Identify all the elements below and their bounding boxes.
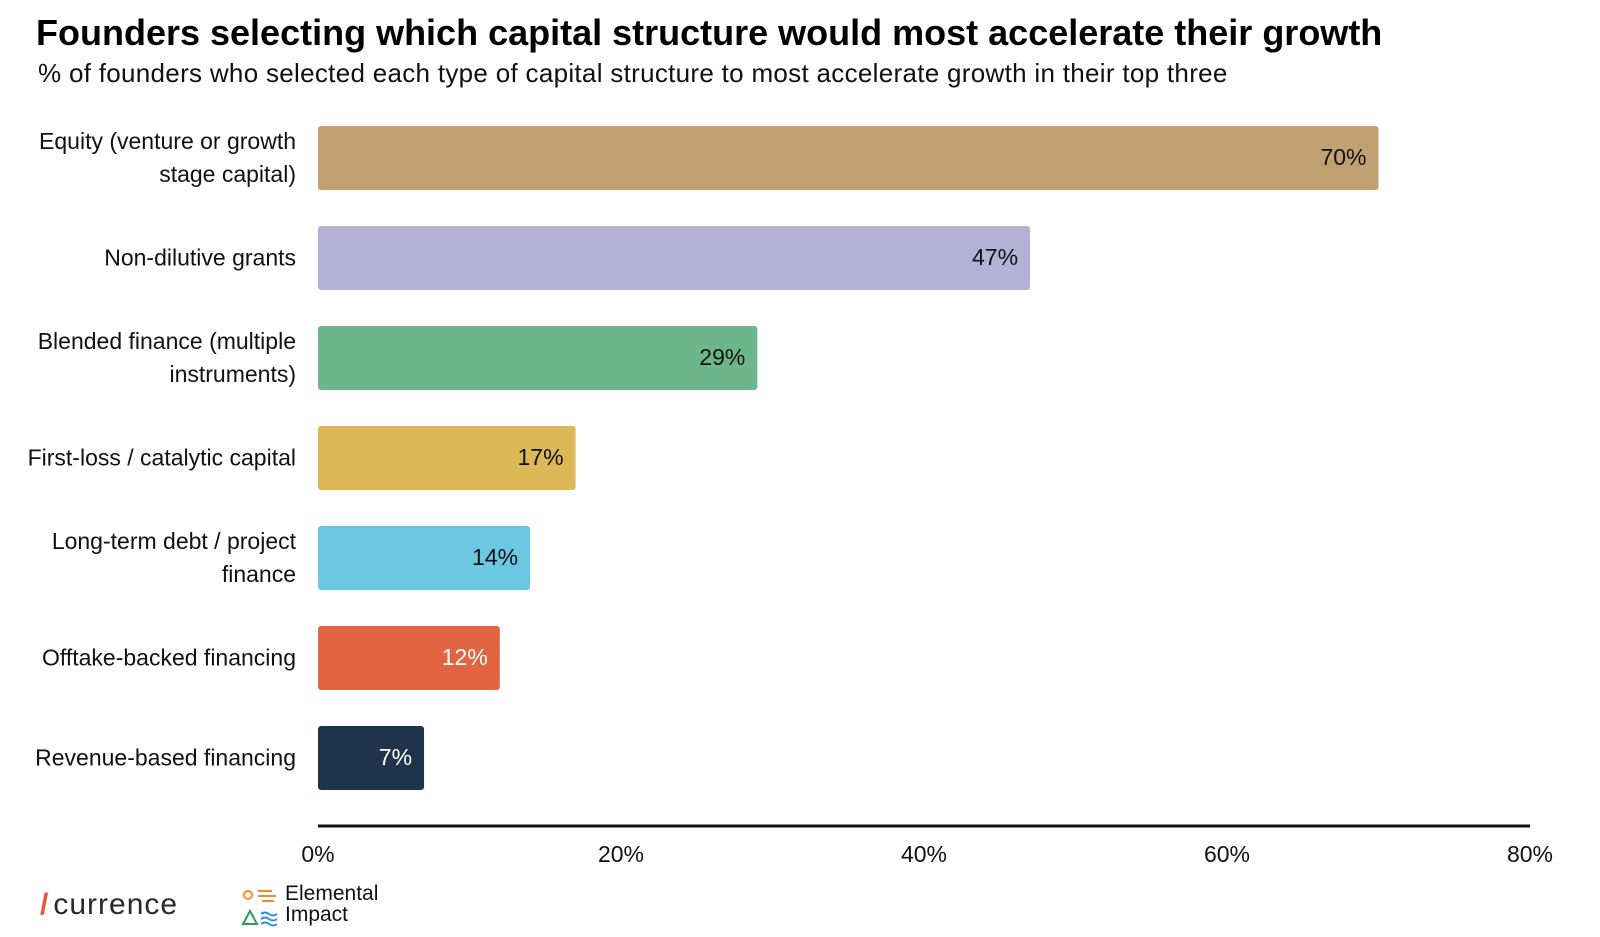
logo-currence: / currence [40, 888, 179, 921]
x-tick-label: 20% [598, 841, 644, 867]
logo-text: currence [53, 888, 179, 921]
value-label: 12% [442, 644, 488, 670]
category-label: Non-dilutive grants [104, 244, 296, 271]
category-label: Long-term debt / project finance [51, 528, 296, 587]
category-label: Offtake-backed financing [41, 644, 296, 671]
category-label: Revenue-based financing [35, 744, 296, 771]
x-tick-label: 0% [301, 841, 334, 867]
logo-icon [241, 890, 278, 927]
bar [318, 226, 1031, 290]
category-label: Blended finance (multiple instruments) [37, 328, 296, 387]
value-label: 70% [1320, 144, 1366, 170]
value-label: 14% [472, 544, 518, 570]
category-label: Equity (venture or growth stage capital) [39, 128, 296, 187]
chart-title: Founders selecting which capital structu… [36, 12, 1383, 53]
bar [318, 626, 500, 690]
x-tick-label: 60% [1204, 841, 1250, 867]
value-label: 17% [518, 444, 564, 470]
bar [318, 726, 425, 790]
chart-subtitle: % of founders who selected each type of … [38, 58, 1228, 88]
bar [318, 426, 576, 490]
bar [318, 126, 1379, 190]
logo-text: Elemental [285, 882, 379, 905]
value-label: 47% [972, 244, 1018, 270]
category-label: First-loss / catalytic capital [27, 444, 296, 471]
logo-text: Impact [285, 903, 349, 926]
logo-elemental-impact: Elemental Impact [285, 883, 378, 925]
bar [318, 326, 758, 390]
bar [318, 526, 531, 590]
x-tick-label: 80% [1507, 841, 1553, 867]
value-label: 29% [699, 344, 745, 370]
value-label: 7% [379, 744, 412, 770]
x-tick-label: 40% [901, 841, 947, 867]
